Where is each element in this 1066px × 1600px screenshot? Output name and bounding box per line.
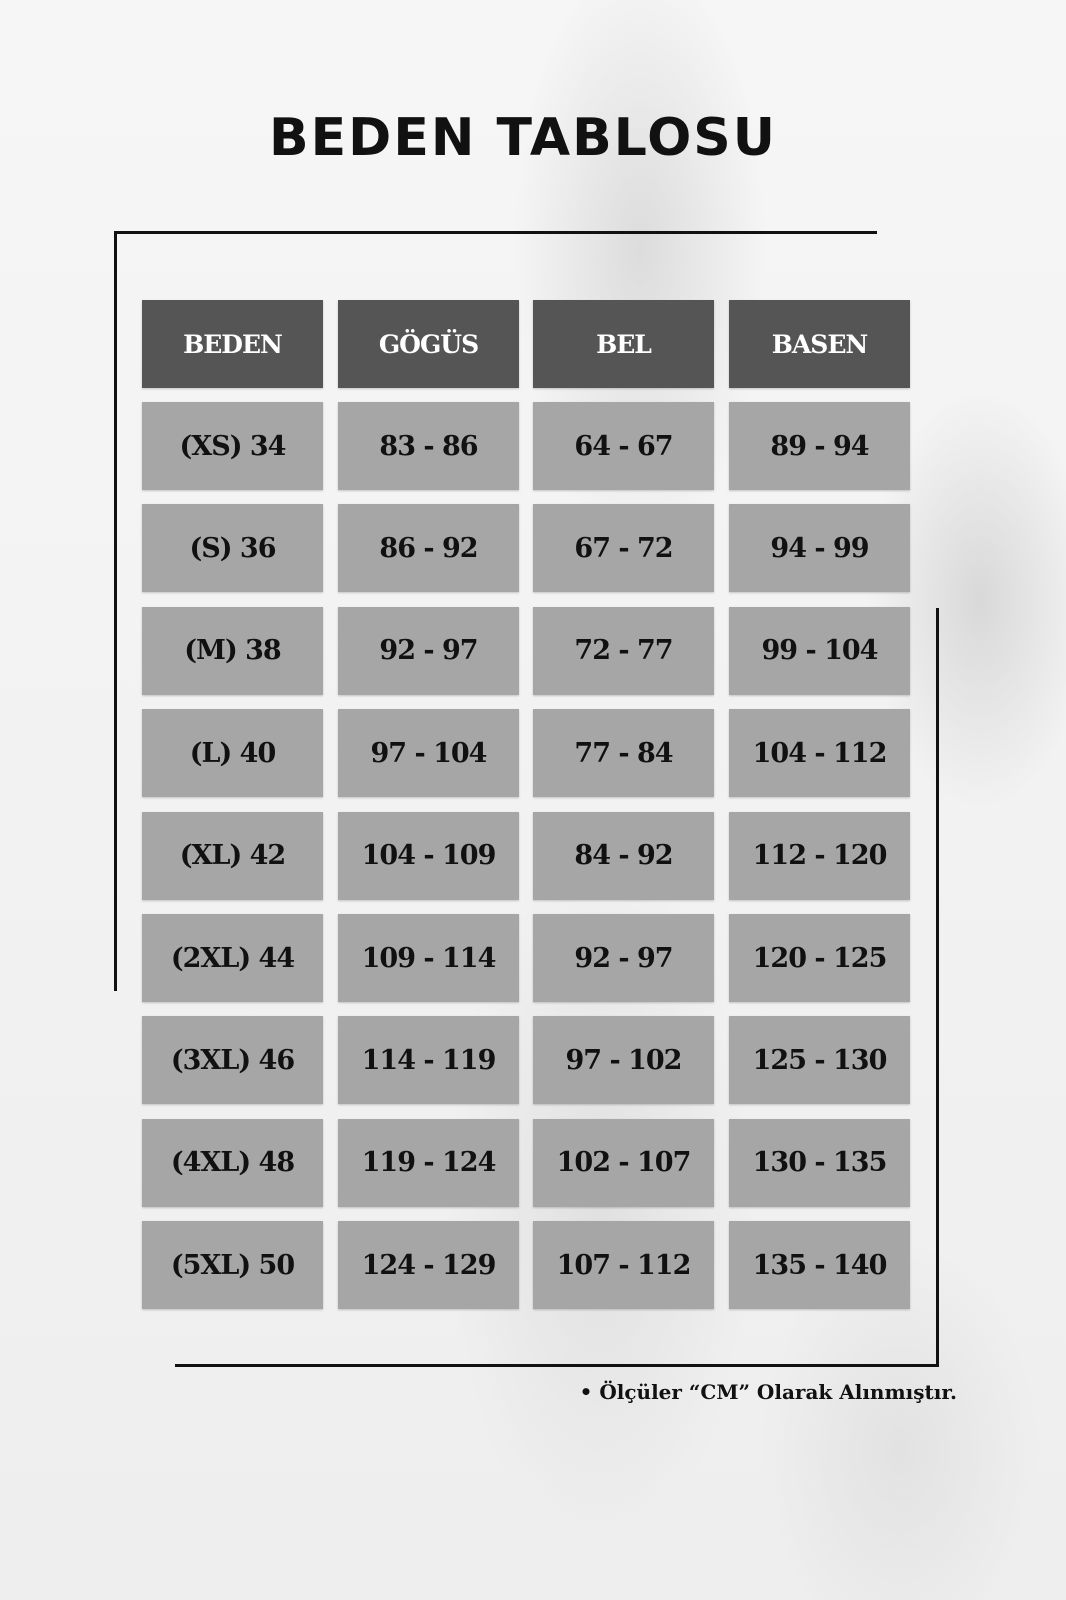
frame-bottom-line — [175, 1364, 939, 1367]
table-cell: 64 - 67 — [533, 402, 714, 490]
table-cell: (5XL) 50 — [142, 1221, 323, 1310]
table-cell: 67 - 72 — [533, 504, 714, 593]
table-cell: 97 - 102 — [533, 1016, 714, 1105]
table-cell: (XS) 34 — [142, 402, 323, 490]
table-cell: 86 - 92 — [338, 504, 519, 593]
table-cell: 89 - 94 — [729, 402, 910, 490]
table-cell: 92 - 97 — [533, 914, 714, 1002]
table-cell: 104 - 109 — [338, 811, 519, 900]
table-cell: 114 - 119 — [338, 1016, 519, 1105]
frame-left-line — [114, 231, 117, 991]
table-cell: 107 - 112 — [533, 1221, 714, 1310]
table-cell: 94 - 99 — [729, 504, 910, 593]
table-cell: (L) 40 — [142, 709, 323, 798]
table-cell: 125 - 130 — [729, 1016, 910, 1105]
table-cell: 130 - 135 — [729, 1118, 910, 1207]
column-header: GÖGÜS — [338, 300, 519, 388]
table-cell: 102 - 107 — [533, 1118, 714, 1207]
frame-right-line — [936, 608, 939, 1367]
column-header: BEL — [533, 300, 714, 388]
table-cell: 109 - 114 — [338, 914, 519, 1002]
table-cell: 135 - 140 — [729, 1221, 910, 1310]
table-cell: 112 - 120 — [729, 811, 910, 900]
frame-top-line — [117, 231, 877, 234]
table-cell: 119 - 124 — [338, 1118, 519, 1207]
table-cell: 104 - 112 — [729, 709, 910, 798]
table-cell: (M) 38 — [142, 606, 323, 695]
table-cell: 99 - 104 — [729, 606, 910, 695]
table-cell: (S) 36 — [142, 504, 323, 593]
table-cell: 77 - 84 — [533, 709, 714, 798]
measurement-note: • Ölçüler “CM” Olarak Alınmıştır. — [579, 1380, 957, 1404]
table-cell: (2XL) 44 — [142, 914, 323, 1002]
column-header: BEDEN — [142, 300, 323, 388]
page-title: BEDEN TABLOSU — [269, 108, 777, 168]
table-cell: 83 - 86 — [338, 402, 519, 490]
table-cell: (3XL) 46 — [142, 1016, 323, 1105]
table-cell: 124 - 129 — [338, 1221, 519, 1310]
table-cell: 97 - 104 — [338, 709, 519, 798]
table-cell: 92 - 97 — [338, 606, 519, 695]
column-header: BASEN — [729, 300, 910, 388]
table-cell: 120 - 125 — [729, 914, 910, 1002]
table-cell: (XL) 42 — [142, 811, 323, 900]
table-cell: 84 - 92 — [533, 811, 714, 900]
table-cell: (4XL) 48 — [142, 1118, 323, 1207]
table-cell: 72 - 77 — [533, 606, 714, 695]
